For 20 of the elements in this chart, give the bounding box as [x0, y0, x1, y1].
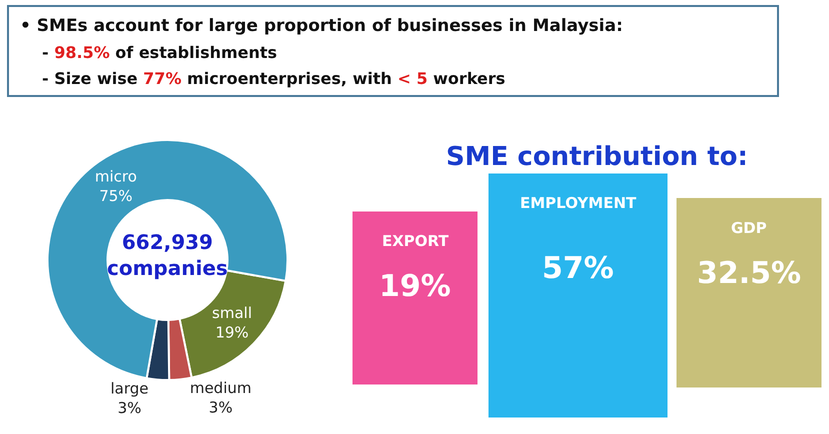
- text: - Size wise 77% microenterprises, with < 5 workers: [42, 69, 506, 88]
- text: • SMEs account for large proportion of businesses in Malaysia:: [20, 16, 623, 36]
- data-label: 3%: [208, 398, 233, 417]
- data-label: 75%: [99, 187, 133, 206]
- data-label: 19%: [379, 269, 451, 304]
- slice-label: medium: [190, 379, 252, 398]
- category-label: GDP: [731, 219, 767, 237]
- slice-label: micro: [94, 168, 137, 186]
- text: SME contribution to:: [446, 142, 748, 172]
- donut-slice: [46, 139, 288, 380]
- data-label: 3%: [118, 398, 142, 417]
- slice-label: large: [110, 379, 148, 398]
- slice-label: small: [212, 304, 252, 322]
- data-label: 19%: [215, 323, 249, 342]
- text: 662,939 companies: [107, 230, 228, 280]
- category-label: EXPORT: [382, 232, 450, 250]
- category-label: EMPLOYMENT: [520, 194, 637, 212]
- text: - 98.5% of establishments: [42, 43, 278, 62]
- data-label: 32.5%: [697, 256, 802, 291]
- data-label: 57%: [542, 251, 614, 286]
